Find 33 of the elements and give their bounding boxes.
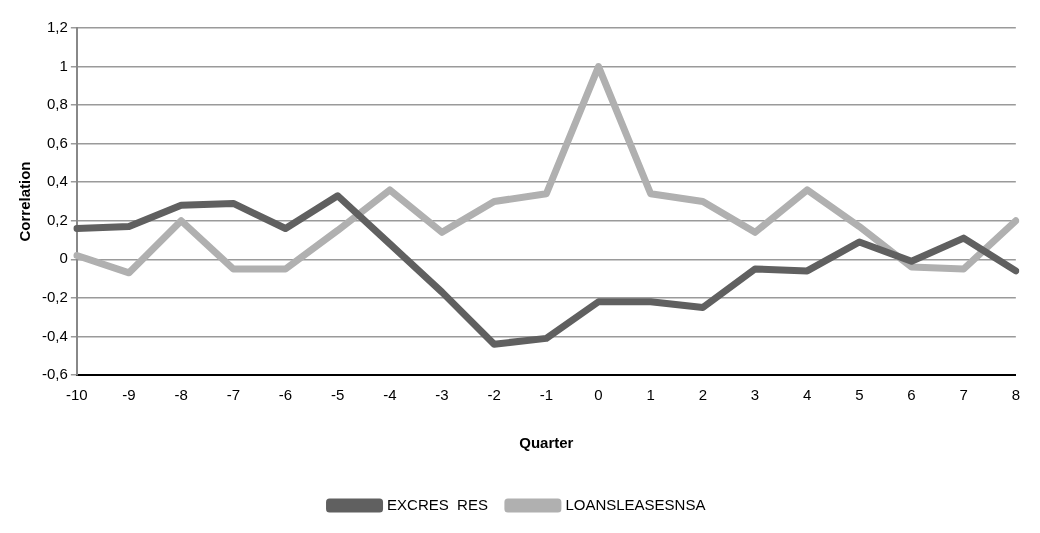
x-tick-label: 4 — [802, 386, 812, 404]
x-tick-label: -10 — [66, 386, 88, 404]
y-axis-title: Correlation — [16, 161, 34, 242]
x-tick-label: -9 — [122, 386, 136, 404]
y-tick-label: -0,6 — [41, 365, 68, 383]
x-tick-label: -2 — [487, 386, 501, 404]
x-tick-label: 3 — [750, 386, 760, 404]
x-tick-label: -3 — [435, 386, 449, 404]
x-tick-label: -1 — [539, 386, 554, 404]
y-tick-label: 0 — [59, 249, 68, 267]
y-tick-label: -0,2 — [41, 288, 68, 306]
x-tick-label: 1 — [646, 386, 655, 404]
y-tick-label: 0,4 — [46, 172, 68, 190]
y-tick-label: 0,6 — [46, 133, 68, 151]
x-tick-label: -4 — [383, 386, 397, 404]
x-tick-label: -7 — [226, 386, 241, 404]
x-tick-label: 5 — [855, 386, 864, 404]
x-tick-label: 2 — [698, 386, 708, 404]
x-tick-label: -5 — [331, 386, 345, 404]
x-tick-label: 6 — [907, 386, 916, 404]
x-tick-label: -6 — [278, 386, 293, 404]
x-tick-label: 7 — [959, 386, 968, 404]
x-tick-label: 0 — [594, 386, 603, 404]
x-axis-title: Quarter — [519, 434, 574, 452]
legend-label: EXCRES RES — [387, 495, 488, 513]
y-tick-label: 0,8 — [46, 95, 68, 113]
y-tick-label: 1 — [59, 56, 68, 74]
x-tick-label: -8 — [174, 386, 188, 404]
y-tick-label: 1,2 — [46, 18, 68, 36]
legend-label: LOANSLEASESNSA — [565, 495, 706, 513]
y-tick-label: -0,4 — [41, 326, 68, 344]
y-tick-label: 0,2 — [46, 210, 68, 228]
x-tick-label: 8 — [1011, 386, 1020, 404]
